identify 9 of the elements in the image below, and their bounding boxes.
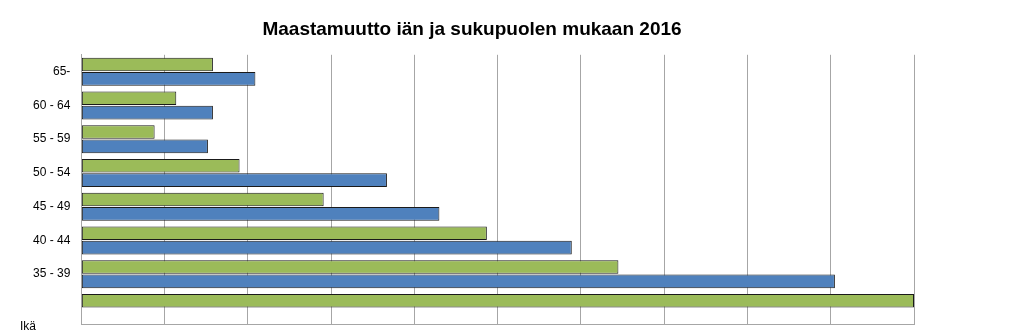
y-tick-label: 45 - 49 <box>33 198 71 213</box>
y-tick-label: 60 - 64 <box>33 97 71 112</box>
y-tick-label: 55 - 59 <box>33 131 71 146</box>
chart-title: Maastamuutto iän ja sukupuolen mukaan 2016 <box>262 17 682 39</box>
y-tick-label: 40 - 44 <box>33 232 71 247</box>
y-axis-title: Ikä <box>20 319 37 334</box>
y-tick-label: 35 - 39 <box>33 266 71 281</box>
y-tick-label: 65- <box>53 63 71 78</box>
y-tick-label: 50 - 54 <box>33 165 71 180</box>
